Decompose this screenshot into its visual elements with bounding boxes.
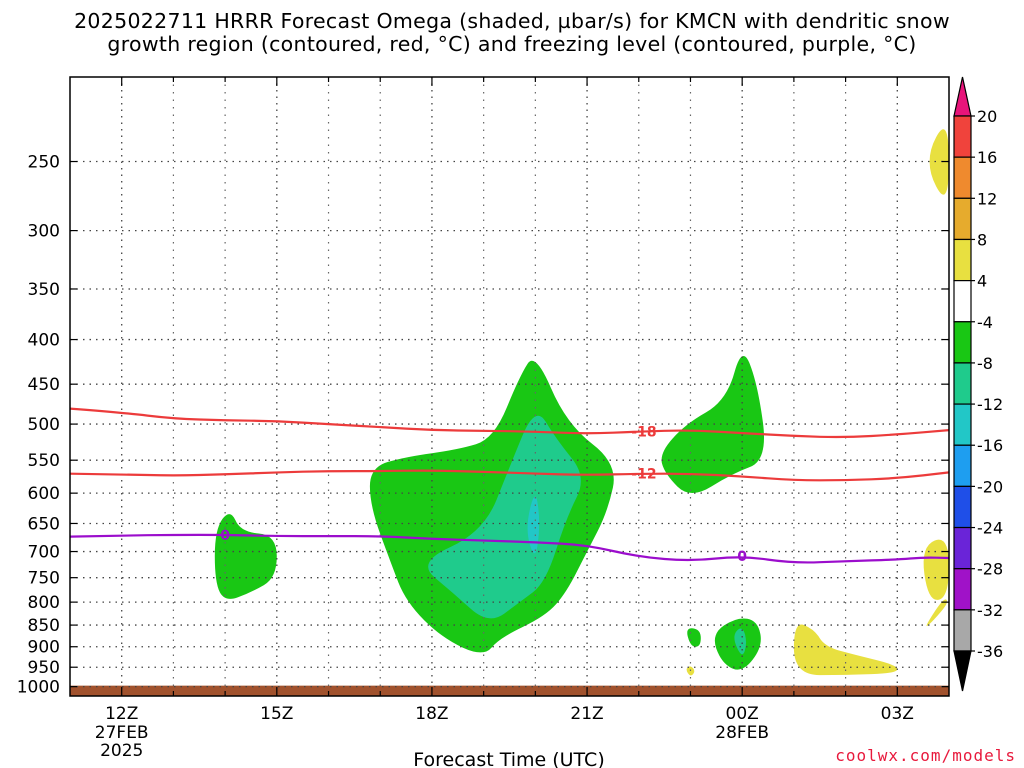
colorbar-label: 20	[977, 107, 997, 126]
x-tick-date-label: 27FEB	[95, 723, 149, 743]
colorbar-label: -12	[977, 395, 1003, 414]
y-tick-label: 300	[28, 222, 60, 242]
colorbar-label: -20	[977, 477, 1003, 496]
contour-label: 0	[220, 528, 230, 544]
omega-region	[428, 415, 581, 619]
y-tick-label: 550	[28, 451, 60, 471]
colorbar-swatch	[953, 568, 972, 611]
contour-lines: -18 -12 0 0	[69, 407, 950, 565]
colorbar-label: -28	[977, 560, 1003, 579]
colorbar-swatch	[953, 238, 972, 282]
colorbar-swatch	[953, 280, 972, 323]
colorbar-label: -16	[977, 436, 1003, 455]
omega-region	[793, 624, 898, 676]
y-tick-label: 750	[28, 569, 60, 589]
contour-line	[69, 407, 950, 439]
colorbar-swatch	[953, 362, 972, 405]
site-credit: coolwx.com/models	[835, 746, 1016, 765]
ground-rect	[70, 685, 949, 696]
colorbar-label: 4	[977, 272, 987, 291]
colorbar-label: -4	[977, 313, 993, 332]
y-tick-label: 250	[28, 153, 60, 173]
y-tick-label: 950	[28, 658, 60, 678]
colorbar-swatch	[953, 321, 972, 364]
colorbar-label: 12	[977, 189, 997, 208]
y-tick-labels: 2503003504004505005506006507007508008509…	[17, 153, 60, 698]
colorbar-swatch	[953, 526, 972, 570]
y-tick-label: 500	[28, 415, 60, 435]
chart-title-line1: 2025022711 HRRR Forecast Omega (shaded, …	[74, 9, 950, 33]
colorbar: 20 16 12 8 4 -4 -8 -12 -16 -20 -24 -28 -32 -36	[953, 76, 1003, 692]
colorbar-top-arrow	[953, 76, 972, 117]
colorbar-label: -36	[977, 642, 1003, 661]
omega-region	[734, 628, 747, 655]
colorbar-label: 8	[977, 230, 987, 249]
y-tick-label: 600	[28, 484, 60, 504]
omega-region	[214, 514, 277, 599]
x-axis-label: Forecast Time (UTC)	[413, 749, 604, 768]
colorbar-swatch	[953, 444, 972, 487]
y-tick-label: 450	[28, 375, 60, 395]
omega-region	[926, 599, 948, 627]
y-tick-label: 1000	[17, 678, 60, 698]
colorbar-label: -32	[977, 601, 1003, 620]
omega-region	[923, 539, 949, 600]
x-tick-label: 12Z	[105, 704, 138, 724]
contour-label: 0	[737, 549, 747, 565]
colorbar-label: -8	[977, 354, 993, 373]
chart-title-line2: growth region (contoured, red, °C) and f…	[107, 32, 917, 56]
y-tick-label: 800	[28, 593, 60, 613]
contour-line	[69, 469, 950, 482]
ground-layer	[70, 685, 949, 696]
contour-label: -12	[631, 467, 656, 483]
x-tick-date-label: 28FEB	[715, 723, 769, 743]
y-tick-label: 700	[28, 543, 60, 563]
omega-region	[527, 496, 540, 554]
colorbar-bottom-arrow	[953, 650, 972, 692]
y-tick-label: 400	[28, 331, 60, 351]
contour-line	[69, 533, 950, 564]
axes	[69, 76, 950, 697]
x-tick-label: 21Z	[570, 704, 603, 724]
colorbar-swatch	[953, 197, 972, 241]
x-tick-label: 03Z	[881, 704, 914, 724]
plot-frame	[69, 76, 950, 697]
omega-region	[661, 355, 765, 493]
x-tick-label: 18Z	[415, 704, 448, 724]
x-tick-year-label: 2025	[100, 741, 143, 761]
colorbar-swatch	[953, 403, 972, 446]
omega-region	[687, 628, 701, 647]
y-tick-label: 900	[28, 638, 60, 658]
y-tick-label: 850	[28, 616, 60, 636]
x-tick-label: 15Z	[260, 704, 293, 724]
contour-label: -18	[631, 424, 656, 440]
colorbar-label: -24	[977, 519, 1003, 538]
colorbar-swatch	[953, 485, 972, 529]
omega-region	[929, 129, 949, 195]
colorbar-swatch	[953, 156, 972, 199]
x-tick-label: 00Z	[726, 704, 759, 724]
omega-shaded-regions	[214, 129, 949, 676]
colorbar-swatch	[953, 609, 972, 652]
y-tick-label: 650	[28, 514, 60, 534]
colorbar-label: 16	[977, 148, 997, 167]
colorbar-swatch	[953, 115, 972, 158]
y-tick-label: 350	[28, 280, 60, 300]
